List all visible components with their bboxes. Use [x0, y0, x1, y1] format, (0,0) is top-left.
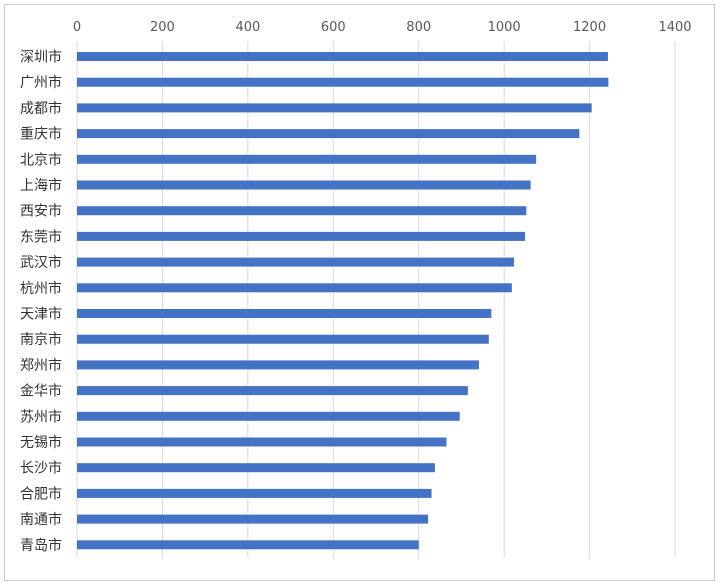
gridlines — [76, 41, 676, 558]
bar — [77, 103, 592, 113]
bar — [77, 540, 419, 550]
bar — [77, 360, 479, 370]
category-label: 北京市 — [20, 151, 62, 168]
bar — [77, 437, 447, 447]
x-tick-label: 1000 — [488, 20, 521, 35]
category-label: 广州市 — [20, 74, 62, 91]
category-label: 苏州市 — [20, 408, 62, 425]
bar — [77, 283, 512, 293]
category-label: 重庆市 — [20, 126, 62, 143]
category-label: 西安市 — [20, 203, 62, 220]
bar — [77, 257, 514, 267]
category-label: 上海市 — [20, 177, 62, 194]
category-label: 武汉市 — [20, 254, 62, 271]
x-tick-label: 600 — [321, 20, 346, 35]
category-label: 青岛市 — [20, 537, 62, 554]
x-tick-label: 1200 — [573, 20, 606, 35]
x-tick-label: 200 — [150, 20, 175, 35]
chart-frame — [4, 4, 715, 581]
category-label: 长沙市 — [20, 460, 62, 477]
bar — [77, 411, 460, 421]
category-label: 深圳市 — [20, 49, 62, 66]
x-tick-label: 400 — [235, 20, 260, 35]
bar — [77, 334, 489, 344]
bar — [77, 488, 432, 498]
category-label: 南京市 — [20, 331, 62, 348]
category-label: 合肥市 — [20, 485, 62, 502]
category-label: 金华市 — [20, 383, 62, 400]
bars — [77, 52, 609, 550]
category-label: 东莞市 — [20, 228, 62, 245]
x-tick-label: 0 — [73, 20, 81, 35]
category-label: 杭州市 — [20, 280, 62, 297]
x-axis-tick-labels: 0 200 400 600 800 1000 1200 1400 — [73, 20, 692, 35]
bar — [77, 180, 531, 190]
bar — [77, 154, 537, 164]
x-tick-label: 1400 — [658, 20, 691, 35]
bar — [77, 231, 526, 241]
bar — [77, 386, 468, 396]
category-label: 天津市 — [20, 306, 62, 323]
x-tick-label: 800 — [406, 20, 431, 35]
bar — [77, 463, 435, 473]
bar — [77, 52, 608, 61]
category-label: 无锡市 — [20, 434, 62, 451]
bar — [77, 309, 492, 318]
category-label: 成都市 — [20, 100, 62, 117]
bar — [77, 77, 609, 87]
bar — [77, 514, 429, 524]
category-labels: 深圳市广州市成都市重庆市北京市上海市西安市东莞市武汉市杭州市天津市南京市郑州市金… — [20, 49, 62, 554]
bar — [77, 206, 527, 216]
category-label: 南通市 — [20, 511, 62, 528]
category-label: 郑州市 — [20, 357, 62, 374]
bar — [77, 129, 580, 139]
